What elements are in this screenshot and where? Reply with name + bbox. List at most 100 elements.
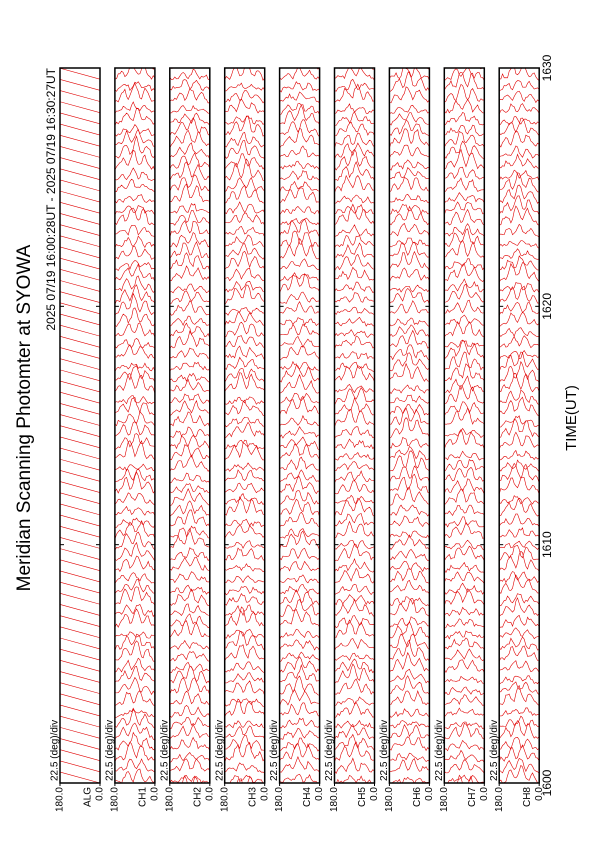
scan-trace xyxy=(169,210,210,226)
scan-trace xyxy=(389,579,430,594)
scan-trace xyxy=(224,321,265,338)
scan-trace xyxy=(169,142,210,160)
scan-trace xyxy=(389,205,430,226)
scan-trace xyxy=(279,589,320,606)
scan-trace xyxy=(279,651,320,663)
scan-trace xyxy=(334,306,375,316)
scan-trace xyxy=(389,668,430,684)
scan-trace xyxy=(60,313,100,326)
scan-trace xyxy=(499,360,540,383)
scan-trace xyxy=(224,356,265,370)
scan-trace xyxy=(224,586,265,596)
scan-trace xyxy=(389,720,430,729)
scan-trace xyxy=(444,722,485,740)
scan-trace xyxy=(114,492,155,506)
scan-trace xyxy=(169,736,210,751)
scan-trace xyxy=(114,410,155,427)
scan-trace xyxy=(60,615,100,627)
scan-trace xyxy=(444,675,485,684)
scan-trace xyxy=(279,291,320,304)
scan-trace xyxy=(279,346,320,361)
scan-trace xyxy=(169,500,210,517)
scan-trace xyxy=(334,638,375,651)
traces xyxy=(60,68,100,783)
scan-trace xyxy=(169,411,210,428)
scan-trace xyxy=(224,82,265,92)
scan-trace xyxy=(334,253,375,272)
scan-trace xyxy=(389,317,430,328)
scan-trace xyxy=(389,362,430,382)
scan-trace xyxy=(224,184,265,204)
scan-trace xyxy=(334,438,375,450)
scan-trace xyxy=(334,774,375,783)
scan-trace xyxy=(169,661,210,674)
scan-trace xyxy=(224,575,265,584)
scan-trace xyxy=(499,636,540,651)
scan-trace xyxy=(389,86,430,104)
scan-trace xyxy=(279,475,320,495)
y-tick-label: 0.0 xyxy=(259,787,270,801)
y-tick-label: 0.0 xyxy=(534,787,545,801)
scan-trace xyxy=(499,550,540,572)
scan-trace xyxy=(114,205,155,216)
scan-trace xyxy=(114,690,155,707)
scan-trace xyxy=(279,560,320,573)
scan-trace xyxy=(224,243,265,260)
chart-title: Meridian Scanning Photomter at SYOWA xyxy=(14,244,35,591)
scan-trace xyxy=(389,288,430,305)
scan-trace xyxy=(60,637,100,650)
scan-trace xyxy=(334,619,375,638)
scan-trace xyxy=(114,275,155,293)
scan-trace xyxy=(389,344,430,361)
scan-trace xyxy=(60,380,100,393)
panel-frame xyxy=(498,67,540,784)
scan-trace xyxy=(499,240,540,249)
scan-trace xyxy=(334,329,375,338)
scan-trace xyxy=(499,744,540,763)
scan-trace xyxy=(60,503,100,516)
scan-trace xyxy=(279,206,320,216)
scan-trace xyxy=(444,278,485,293)
x-tick-label: 1610 xyxy=(540,531,554,558)
scan-trace xyxy=(114,167,155,181)
scan-trace xyxy=(279,584,320,595)
scan-trace xyxy=(279,755,320,773)
scan-trace xyxy=(499,720,540,740)
scan-trace xyxy=(114,578,155,594)
panel-label: ALG xyxy=(83,787,94,807)
scan-trace xyxy=(169,603,210,616)
scan-trace xyxy=(444,201,485,216)
scan-trace xyxy=(114,81,155,92)
scan-trace xyxy=(389,690,430,706)
scan-trace xyxy=(499,103,540,115)
scan-trace xyxy=(499,645,540,662)
scan-trace xyxy=(224,132,265,148)
scan-trace xyxy=(60,537,100,549)
scan-trace xyxy=(499,80,540,92)
scan-trace xyxy=(114,665,155,683)
scan-trace xyxy=(334,361,375,372)
scan-trace xyxy=(499,758,540,774)
scale-label: 22.5 (deg)/div xyxy=(324,720,335,781)
scan-trace xyxy=(444,191,485,204)
scan-trace xyxy=(60,581,100,594)
scan-trace xyxy=(279,187,320,204)
scan-trace xyxy=(279,180,320,193)
scan-trace xyxy=(444,516,485,528)
scan-trace xyxy=(279,737,320,752)
scan-trace xyxy=(279,336,320,348)
scan-trace xyxy=(389,284,430,293)
scan-trace xyxy=(389,159,430,171)
scan-trace xyxy=(444,637,485,650)
scan-trace xyxy=(114,657,155,673)
scan-trace xyxy=(60,738,100,750)
scan-trace xyxy=(169,758,210,772)
panel-frame xyxy=(114,67,156,784)
scan-trace xyxy=(169,509,210,528)
scan-trace xyxy=(499,462,540,484)
scan-trace xyxy=(334,161,375,181)
scan-trace xyxy=(224,606,265,627)
scan-trace xyxy=(169,752,210,763)
scale-label: 22.5 (deg)/div xyxy=(489,720,500,781)
scan-trace xyxy=(224,335,265,349)
